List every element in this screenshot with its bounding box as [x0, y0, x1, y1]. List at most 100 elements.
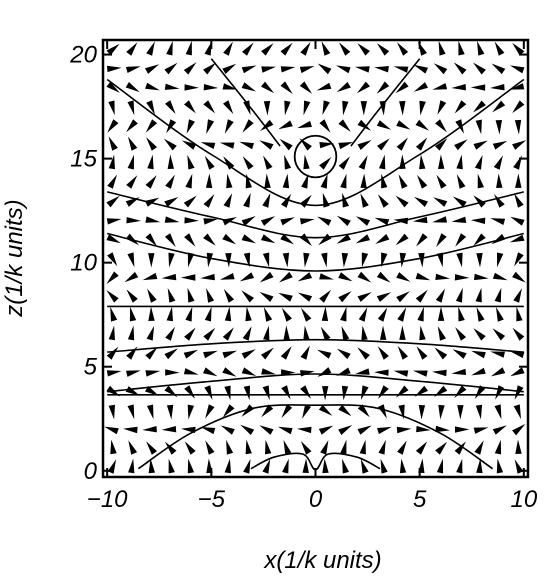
field-arrow: [187, 458, 195, 474]
field-arrow: [473, 140, 488, 150]
field-arrow: [127, 154, 134, 170]
field-arrow: [492, 272, 508, 281]
field-arrow: [279, 271, 293, 283]
field-arrow: [203, 84, 219, 91]
field-arrow: [419, 100, 426, 116]
field-arrow: [224, 119, 234, 134]
field-arrow: [127, 136, 138, 151]
field-arrow: [476, 253, 483, 268]
field-arrow: [243, 385, 250, 401]
field-arrow: [184, 233, 196, 247]
field-arrow: [492, 100, 506, 113]
field-arrow: [455, 426, 470, 433]
field-arrow: [204, 385, 213, 400]
field-arrow: [342, 192, 349, 208]
field-arrow: [164, 233, 176, 247]
field-arrow: [417, 306, 424, 322]
field-line-1: [107, 191, 524, 239]
field-arrow: [397, 345, 408, 360]
field-arrow: [379, 154, 386, 170]
field-arrow: [376, 81, 390, 94]
field-arrow: [145, 216, 161, 223]
field-arrow: [416, 233, 428, 247]
field-arrow: [340, 173, 347, 189]
field-arrow: [474, 155, 483, 170]
field-arrow: [453, 62, 467, 75]
field-arrow: [319, 142, 335, 149]
field-line-7: [137, 404, 494, 470]
field-arrow: [222, 83, 238, 90]
field-arrow: [412, 216, 428, 224]
field-arrow: [374, 66, 389, 73]
field-arrow: [416, 346, 428, 360]
field-arrow: [359, 439, 366, 455]
field-arrow: [187, 154, 195, 170]
field-arrow: [492, 328, 506, 341]
field-arrow: [242, 156, 254, 170]
field-arrow: [299, 81, 313, 94]
field-arrow: [142, 272, 158, 281]
field-arrow: [514, 119, 522, 135]
field-arrow: [241, 367, 257, 376]
axis-ticks: −10 −5 0 5 10 0 5 10 15 20: [69, 40, 538, 513]
field-arrow: [397, 42, 409, 56]
field-arrow: [376, 292, 391, 302]
field-arrow: [470, 84, 486, 91]
field-arrow: [300, 41, 311, 56]
field-arrow: [415, 272, 431, 281]
field-arrow: [222, 327, 234, 341]
field-arrow: [125, 66, 141, 73]
field-line-10: [350, 58, 421, 147]
field-arrow: [490, 367, 506, 377]
field-arrow: [146, 441, 157, 455]
field-arrow: [397, 440, 407, 455]
field-arrow: [458, 40, 465, 56]
field-arrow: [454, 100, 467, 114]
field-arrow: [127, 252, 135, 268]
field-arrow: [146, 41, 155, 56]
field-arrow: [436, 458, 444, 474]
field-arrow: [146, 404, 154, 420]
field-arrow: [265, 439, 272, 455]
field-arrow: [418, 252, 425, 268]
field-arrow: [224, 458, 231, 474]
field-arrow: [126, 119, 138, 133]
field-arrow: [474, 273, 489, 281]
field-arrow: [456, 458, 463, 474]
field-arrow: [355, 216, 371, 226]
field-arrow: [166, 306, 173, 322]
field-arrow: [319, 273, 334, 280]
field-arrow: [316, 82, 332, 91]
field-arrow: [262, 385, 270, 401]
field-arrow: [490, 84, 505, 91]
field-arrow: [145, 370, 161, 377]
field-arrow: [108, 404, 115, 420]
field-arrow: [106, 43, 120, 56]
field-arrow: [432, 83, 448, 90]
field-arrow: [377, 404, 387, 419]
field-arrow: [357, 292, 372, 302]
field-arrow: [435, 425, 450, 433]
field-arrow: [317, 63, 332, 75]
field-arrow: [165, 369, 180, 376]
field-arrow: [303, 252, 310, 268]
field-arrow: [322, 458, 329, 474]
field-arrow: [241, 349, 256, 359]
field-arrow: [148, 306, 155, 321]
field-arrow: [206, 288, 215, 303]
field-arrow: [417, 174, 428, 189]
field-arrow: [125, 386, 140, 396]
field-arrow: [126, 175, 138, 189]
y-tick-label: 10: [70, 250, 97, 277]
field-arrow: [319, 119, 331, 133]
field-arrow: [278, 120, 293, 130]
field-arrow: [205, 440, 215, 455]
field-arrow: [415, 119, 430, 131]
field-arrow: [454, 274, 470, 281]
field-arrow: [168, 458, 175, 474]
field-arrow: [378, 439, 386, 455]
field-arrow: [457, 405, 464, 420]
field-arrow: [297, 272, 313, 282]
field-arrow: [280, 42, 293, 56]
field-arrow: [377, 346, 389, 360]
